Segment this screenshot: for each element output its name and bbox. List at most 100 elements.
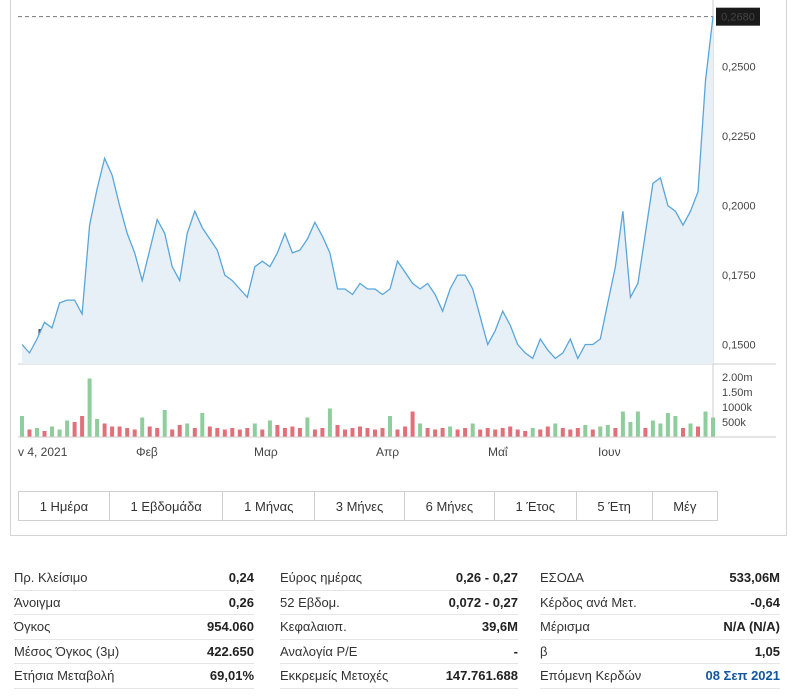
volume-bar [50, 426, 54, 437]
stat-value: 954.060 [207, 619, 254, 635]
volume-tick-label: 1000k [722, 402, 752, 414]
stat-row: ΕΣΟΔΑ 533,06M [540, 566, 780, 591]
stat-label: Επόμενη Κερδών [540, 668, 642, 684]
volume-bar [410, 411, 415, 437]
volume-bar [418, 423, 423, 437]
volume-bar [620, 411, 625, 437]
volume-bar [320, 428, 325, 437]
volume-bar [650, 420, 655, 437]
volume-tick-label: 1.50m [722, 387, 753, 399]
range-max[interactable]: Μέγ [673, 498, 697, 514]
volume-bar [425, 428, 430, 437]
volume-bar [215, 428, 220, 437]
volume-bar [530, 428, 535, 437]
y-tick-label: 0,2000 [722, 201, 756, 213]
stat-row: Άνοιγμα 0,26 [14, 591, 254, 615]
volume-bar [523, 431, 528, 437]
x-tick-label: Μαΐ [488, 445, 509, 459]
volume-bar [155, 428, 160, 437]
volume-bar [395, 429, 400, 437]
volume-bar [132, 429, 137, 437]
stat-value: 39,6M [481, 619, 518, 635]
stat-row: Αναλογία P/E - [280, 640, 518, 664]
range-1-month[interactable]: 1 Μήνας [223, 492, 316, 520]
volume-bar [515, 429, 520, 437]
x-tick-label: Ιουν [598, 445, 621, 459]
volume-bar [222, 429, 227, 437]
volume-bar [290, 426, 295, 437]
volume-bar [463, 428, 468, 437]
volume-bar [560, 428, 565, 437]
stat-label: Όγκος [14, 619, 51, 635]
volume-bar [185, 423, 190, 437]
range-5-years[interactable]: 5 Έτη [577, 492, 653, 520]
y-tick-label: 0,2500 [722, 62, 756, 74]
volume-bar [448, 426, 453, 437]
stat-value: 69,01% [209, 668, 254, 684]
volume-bar [102, 423, 107, 437]
stat-row: Επόμενη Κερδών 08 Σεπ 2021 [540, 664, 780, 689]
stats-column-1: Πρ. Κλείσιμο 0,24 Άνοιγμα 0,26 Όγκος 954.06… [14, 566, 254, 689]
stat-row: Κέρδος ανά Μετ. -0,64 [540, 591, 780, 615]
next-earnings-link[interactable]: 08 Σεπ 2021 [705, 668, 780, 684]
price-line [21, 16, 714, 360]
stat-row: Εύρος ημέρας 0,26 - 0,27 [280, 566, 518, 591]
stats-column-2: Εύρος ημέρας 0,26 - 0,27 52 Εβδομ. 0,072 -… [280, 566, 518, 689]
y-tick-label: 0,1750 [722, 270, 756, 282]
volume-bar [478, 429, 483, 437]
volume-bar [583, 425, 588, 437]
y-tick-label: 0,2250 [722, 131, 756, 143]
range-1-week[interactable]: 1 Εβδομάδα [110, 492, 224, 520]
volume-bar [365, 428, 370, 437]
volume-bar [598, 426, 603, 437]
stat-label: Άνοιγμα [14, 594, 61, 610]
volume-bar [147, 426, 152, 437]
range-6-months[interactable]: 6 Μήνες [405, 492, 495, 520]
volume-bar [267, 420, 272, 437]
stat-label: Εκκρεμείς Μετοχές [280, 668, 389, 684]
stat-label: Ετήσια Μεταβολή [14, 668, 115, 684]
volume-bar [403, 426, 408, 437]
stat-row: Κεφαλαιοπ. 39,6M [280, 615, 518, 640]
volume-bar [575, 428, 580, 437]
volume-bar [327, 408, 332, 437]
stat-row: Μέσος Όγκος (3μ) 422.650 [14, 640, 254, 664]
stat-value: 0,072 - 0,27 [448, 594, 518, 610]
volume-bar [57, 429, 62, 437]
range-1-year[interactable]: 1 Έτος [495, 492, 577, 520]
volume-bar [455, 429, 460, 437]
price-chart[interactable]: Investing.com0,26800,25000,22500,20000,1… [0, 0, 800, 470]
volume-bar [207, 426, 212, 437]
volume-bar [613, 428, 618, 437]
x-tick-label: Φεβ [136, 445, 158, 459]
volume-bar [500, 428, 505, 437]
volume-bar [230, 428, 235, 437]
stat-value: - [513, 643, 518, 659]
volume-bar [177, 425, 182, 437]
volume-bar [297, 428, 302, 437]
volume-bar [373, 429, 377, 437]
x-tick-label: v 4, 2021 [18, 445, 68, 459]
volume-bar [658, 423, 663, 437]
volume-bar [485, 428, 490, 437]
volume-bar [568, 429, 573, 437]
volume-bar [200, 413, 205, 437]
volume-bar [282, 428, 287, 437]
last-price-label: 0,2680 [721, 12, 755, 24]
volume-bar [470, 423, 475, 437]
stat-label: 52 Εβδομ. [280, 594, 340, 610]
volume-bar [237, 429, 242, 437]
stat-value: 0,26 [228, 594, 254, 610]
volume-bar [605, 425, 610, 437]
volume-bar [80, 416, 85, 437]
range-3-months[interactable]: 3 Μήνες [315, 492, 405, 520]
stat-label: β [540, 643, 548, 659]
stat-row: 52 Εβδομ. 0,072 - 0,27 [280, 591, 518, 615]
volume-bar [275, 425, 280, 437]
volume-bar [493, 429, 498, 437]
stat-value: 1,05 [754, 643, 780, 659]
volume-tick-label: 2.00m [722, 372, 753, 384]
range-1-day[interactable]: 1 Ημέρα [19, 492, 110, 520]
stat-row: β 1,05 [540, 640, 780, 664]
stat-value: 0,26 - 0,27 [455, 570, 518, 586]
